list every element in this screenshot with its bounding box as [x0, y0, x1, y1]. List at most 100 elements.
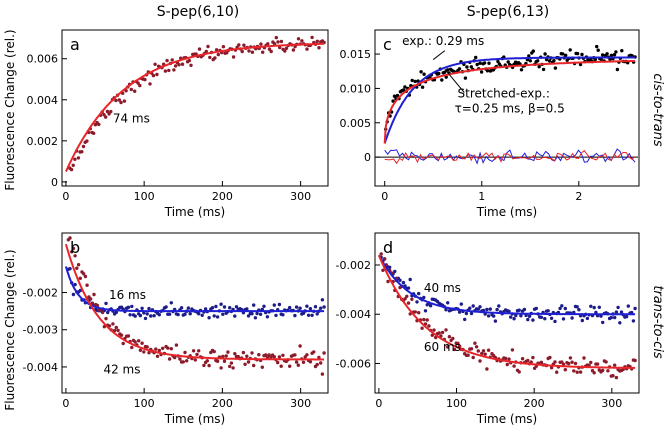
- data-point-slow: [633, 358, 637, 363]
- data-point-fast: [592, 305, 596, 310]
- plot-area-d: [377, 252, 637, 380]
- data-point-fast: [250, 312, 254, 316]
- data-point-slow: [486, 348, 491, 352]
- data-point-data: [274, 35, 278, 40]
- data-point-slow: [138, 348, 143, 352]
- x-tick-label: 0: [381, 190, 388, 203]
- data-point-slow: [611, 374, 615, 378]
- data-point-data: [119, 100, 123, 105]
- data-point-data: [296, 37, 301, 41]
- annotation: 40 ms: [424, 281, 461, 295]
- x-axis-label: Time (ms): [164, 412, 226, 426]
- data-point-fast: [281, 313, 285, 317]
- data-point-fast: [157, 313, 161, 317]
- data-point-slow: [157, 348, 161, 353]
- x-tick-label: 200: [524, 397, 545, 410]
- data-point-slow: [207, 363, 211, 368]
- data-point-fast: [215, 315, 220, 319]
- fit-curve-60-ms-fit: [377, 254, 636, 369]
- data-point-slow: [126, 334, 131, 338]
- data-point-slow: [191, 349, 196, 353]
- data-point-fast: [495, 307, 499, 312]
- x-tick-label: 1: [478, 190, 485, 203]
- data-point-data: [487, 61, 491, 65]
- data-point-slow: [183, 350, 187, 355]
- data-point-slow: [422, 317, 426, 322]
- data-point-slow: [507, 357, 511, 361]
- data-point-fast: [408, 277, 412, 282]
- data-point-fast: [393, 269, 397, 274]
- data-point-slow: [505, 362, 509, 367]
- data-point-fast: [406, 286, 411, 290]
- data-point-slow: [71, 246, 76, 251]
- x-tick-label: 100: [134, 397, 155, 410]
- data-point-slow: [298, 344, 302, 348]
- data-point-data: [575, 51, 580, 56]
- data-point-slow: [406, 301, 411, 305]
- y-tick-label: 0.004: [27, 94, 59, 107]
- data-point-slow: [272, 355, 276, 359]
- data-point-fast: [599, 314, 603, 318]
- data-point-fast: [294, 305, 299, 309]
- data-point-fast: [527, 314, 532, 318]
- data-point-slow: [456, 341, 460, 345]
- data-point-fast: [149, 314, 153, 318]
- data-point-data: [240, 49, 244, 54]
- y-tick-label: -0.006: [336, 357, 371, 370]
- annotation: τ=0.25 ms, β=0.5: [455, 101, 565, 115]
- data-point-data: [543, 52, 547, 56]
- data-point-fast: [253, 316, 258, 320]
- data-point-data: [580, 52, 584, 57]
- annotation: Stretched-exp.:: [458, 86, 550, 100]
- data-point-data: [553, 66, 558, 70]
- data-point-fast: [546, 309, 550, 313]
- data-point-fast: [147, 306, 151, 311]
- data-point-fast: [469, 311, 474, 316]
- data-point-fast: [210, 306, 215, 310]
- data-point-fast: [233, 314, 237, 318]
- data-point-slow: [512, 364, 516, 368]
- y-tick-label: 0: [364, 151, 371, 164]
- data-point-slow: [111, 322, 115, 326]
- data-point-fast: [553, 319, 557, 324]
- data-point-slow: [510, 348, 515, 352]
- data-point-fast: [534, 306, 538, 311]
- data-point-fast: [203, 307, 208, 311]
- data-point-fast: [631, 319, 636, 323]
- data-point-data: [180, 62, 185, 66]
- data-point-fast: [197, 312, 201, 316]
- data-point-slow: [613, 363, 617, 367]
- data-point-slow: [440, 330, 445, 335]
- data-point-fast: [68, 267, 72, 271]
- data-point-slow: [169, 347, 173, 351]
- data-point-fast: [222, 305, 227, 309]
- data-point-data: [237, 43, 241, 47]
- fit-curve-exp-: [383, 56, 636, 144]
- data-point-fast: [485, 307, 489, 312]
- annotation: exp.: 0.29 ms: [402, 34, 484, 48]
- data-point-data: [536, 59, 540, 63]
- data-point-data: [213, 56, 217, 60]
- data-point-fast: [288, 305, 292, 310]
- data-point-fast: [486, 314, 491, 318]
- data-point-fast: [614, 310, 619, 314]
- data-point-slow: [221, 354, 225, 359]
- data-point-data: [519, 68, 524, 72]
- data-point-slow: [420, 326, 424, 330]
- plot-frame-d: [374, 232, 640, 394]
- data-point-slow: [312, 350, 316, 354]
- data-point-data: [496, 59, 500, 64]
- data-point-fast: [398, 278, 402, 282]
- data-point-fast: [558, 306, 562, 311]
- data-point-fast: [415, 300, 419, 304]
- data-point-data: [440, 78, 444, 82]
- data-point-fast: [277, 302, 282, 307]
- data-point-data: [80, 150, 84, 154]
- data-point-data: [187, 58, 191, 63]
- panel-label-a: a: [70, 35, 80, 54]
- data-point-fast: [512, 317, 516, 321]
- data-point-slow: [195, 352, 199, 357]
- data-point-fast: [221, 312, 225, 316]
- data-point-slow: [398, 285, 402, 290]
- data-point-data: [272, 42, 277, 46]
